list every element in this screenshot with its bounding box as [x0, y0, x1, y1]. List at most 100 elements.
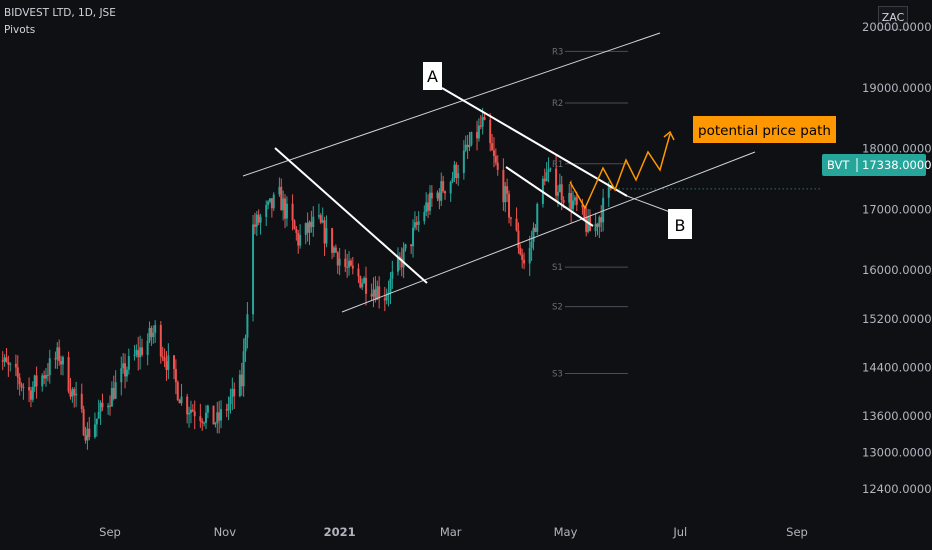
candle-body: [180, 396, 183, 404]
candle-body: [227, 404, 230, 411]
candle-body: [391, 271, 394, 279]
y-tick-label: 19000.0000: [862, 81, 932, 95]
candle-body: [114, 382, 117, 399]
potential-price-path: [569, 133, 671, 210]
candle-body: [28, 387, 31, 391]
candle-body: [174, 368, 177, 383]
candle-body: [304, 223, 307, 235]
candle-body: [502, 169, 505, 203]
candle-body: [45, 375, 48, 379]
candle-body: [278, 186, 281, 195]
candle-body: [483, 117, 486, 120]
candle-body: [291, 203, 294, 221]
candle-body: [280, 186, 283, 211]
candle-body: [139, 347, 142, 358]
candle-body: [364, 277, 367, 294]
candle-body: [93, 424, 96, 438]
candle-body: [5, 357, 8, 362]
candle-body: [122, 363, 125, 369]
candle-body: [295, 228, 298, 233]
x-tick-label: Nov: [214, 525, 237, 539]
candle-body: [220, 409, 223, 421]
candle-body: [410, 244, 413, 247]
candle-body: [203, 422, 206, 424]
candle-body: [14, 363, 17, 368]
candle-body: [86, 428, 89, 441]
candle-body: [466, 144, 469, 148]
candle-body: [297, 232, 300, 246]
indicator-label: Pivots: [4, 24, 36, 36]
candle-body: [257, 214, 260, 223]
candle-body: [319, 215, 322, 223]
candle-body: [140, 347, 143, 355]
path-label: potential price path: [698, 123, 831, 139]
candle-body: [562, 200, 565, 203]
y-tick-label: 16000.0000: [862, 263, 932, 277]
candle-body: [492, 150, 495, 156]
candle-body: [417, 221, 420, 225]
candle-body: [560, 184, 563, 201]
candle-body: [427, 202, 430, 211]
candle-body: [374, 289, 377, 300]
candle-body: [255, 214, 258, 227]
candle-body: [451, 177, 454, 182]
y-tick-label: 18000.0000: [862, 142, 932, 156]
candle-body: [186, 396, 189, 415]
y-tick-label: 14400.0000: [862, 360, 932, 374]
flag-line-lower: [505, 166, 594, 227]
candle-body: [568, 192, 571, 203]
candles-layer: [1, 107, 820, 450]
candle-body: [267, 201, 270, 205]
y-tick-label: 13000.0000: [862, 446, 932, 460]
candle-body: [449, 181, 452, 194]
candle-body: [154, 325, 157, 333]
candle-body: [244, 337, 247, 352]
candle-body: [214, 423, 217, 425]
candle-body: [325, 228, 328, 244]
candle-body: [348, 260, 351, 268]
candle-body: [16, 367, 19, 378]
candle-body: [581, 204, 584, 208]
candle-body: [549, 168, 552, 170]
candle-body: [491, 143, 494, 151]
candle-body: [400, 258, 403, 268]
candle-body: [602, 197, 605, 223]
candle-body: [265, 204, 268, 217]
candle-body: [84, 435, 87, 441]
candle-body: [58, 347, 61, 362]
candle-body: [148, 327, 151, 341]
candle-body: [268, 198, 271, 202]
x-axis: Sep Nov 2021 Mar May Jul Sep: [99, 525, 808, 539]
candle-body: [193, 411, 196, 417]
candle-body: [570, 192, 573, 210]
candle-body: [229, 397, 232, 405]
candle-body: [246, 314, 249, 338]
candle-body: [212, 405, 215, 425]
candle-body: [120, 368, 123, 383]
candle-body: [376, 286, 379, 300]
candle-body: [349, 260, 352, 266]
candle-body: [22, 387, 25, 389]
pivot-label: R2: [552, 99, 563, 109]
candle-body: [444, 191, 447, 194]
candle-body: [370, 293, 373, 297]
candle-body: [312, 216, 315, 227]
y-tick-label: 15200.0000: [862, 312, 932, 326]
candle-body: [191, 409, 194, 412]
candle-body: [489, 119, 492, 144]
candle-body: [556, 192, 559, 196]
candle-body: [415, 222, 418, 225]
pivot-label: S3: [552, 370, 563, 380]
candle-body: [284, 198, 287, 219]
candle-body: [547, 169, 550, 173]
pivot-label: S1: [552, 263, 563, 273]
candle-body: [530, 241, 533, 248]
candle-body: [9, 363, 12, 365]
candle-body: [293, 220, 296, 229]
candle-body: [176, 382, 179, 401]
candle-body: [29, 390, 32, 400]
candle-body: [125, 369, 128, 377]
candle-body: [216, 412, 219, 424]
candle-body: [334, 247, 337, 253]
